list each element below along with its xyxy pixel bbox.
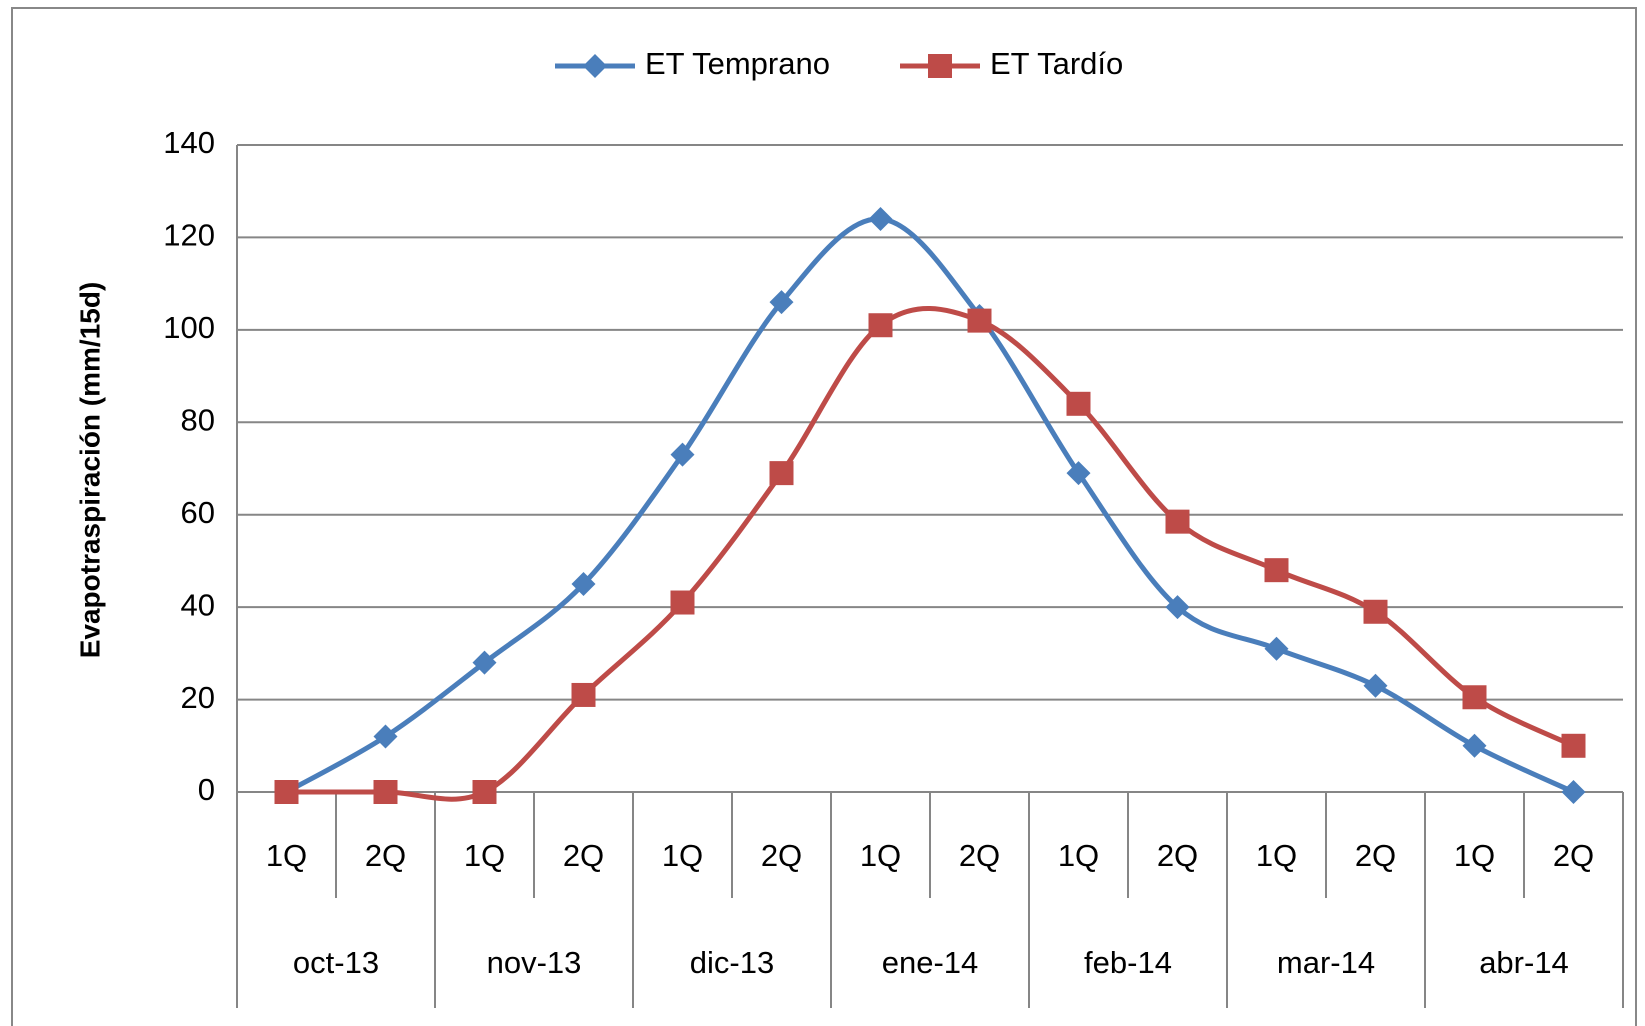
x-group-label: nov-13 [487,945,582,980]
x-tick-label: 1Q [266,838,307,873]
x-tick-label: 2Q [1157,838,1198,873]
marker [472,650,497,675]
marker [583,54,607,78]
marker [1561,780,1586,804]
marker [1066,391,1091,416]
marker [1462,685,1487,710]
y-axis-title: Evapotraspiración (mm/15d) [74,282,105,659]
marker [670,442,695,467]
x-tick-label: 1Q [1256,838,1297,873]
marker [373,780,398,804]
marker [868,313,893,338]
x-tick-label: 2Q [365,838,406,873]
x-tick-label: 2Q [761,838,802,873]
x-group-label: ene-14 [882,945,979,980]
x-tick-label: 1Q [1058,838,1099,873]
x-tick-label: 1Q [662,838,703,873]
marker [1264,636,1289,661]
y-tick-label: 20 [181,680,215,715]
marker [1462,733,1487,758]
x-tick-label: 1Q [860,838,901,873]
legend-label: ET Temprano [645,46,830,81]
x-tick-label: 1Q [1454,838,1495,873]
y-tick-label: 120 [163,218,215,253]
y-tick-label: 0 [198,772,215,807]
x-tick-label: 2Q [1553,838,1594,873]
marker [769,290,794,315]
x-tick-label: 2Q [1355,838,1396,873]
x-group-label: abr-14 [1479,945,1569,980]
marker [868,206,893,231]
x-group-label: dic-13 [690,945,774,980]
marker [1561,733,1586,758]
x-tick-label: 2Q [563,838,604,873]
marker [769,461,794,486]
x-tick-label: 2Q [959,838,1000,873]
series-line [286,306,1575,802]
x-group-label: oct-13 [293,945,379,980]
marker [472,780,497,804]
y-tick-label: 80 [181,402,215,437]
series-line [285,216,1575,795]
marker [571,682,596,707]
y-tick-label: 100 [163,310,215,345]
marker [373,724,398,749]
y-tick-label: 140 [163,125,215,160]
marker [274,780,299,804]
marker [967,308,992,333]
marker [928,54,952,78]
marker [1264,558,1289,583]
x-group-label: feb-14 [1084,945,1172,980]
y-tick-label: 60 [181,495,215,530]
x-tick-label: 1Q [464,838,505,873]
marker [571,572,596,597]
marker [670,590,695,615]
marker [1066,461,1091,486]
marker [1363,599,1388,624]
marker [1165,595,1190,620]
x-group-label: mar-14 [1277,945,1375,980]
y-tick-label: 40 [181,587,215,622]
legend-label: ET Tardío [990,46,1123,81]
marker [1363,673,1388,698]
chart-border [11,7,1637,1026]
marker [1165,509,1190,534]
